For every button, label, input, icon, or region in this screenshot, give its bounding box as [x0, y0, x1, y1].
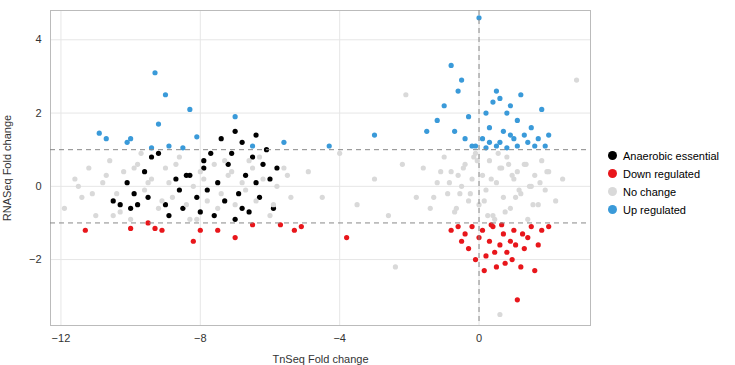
svg-text:0: 0	[476, 332, 482, 344]
html-text:Down regulated: Down regulated	[623, 167, 701, 180]
svg-text:−4: −4	[333, 332, 346, 344]
svg-text:−2: −2	[29, 253, 42, 265]
html-text:No change: No change	[623, 185, 677, 198]
svg-text:4: 4	[35, 33, 41, 45]
svg-text:RNASeq Fold change: RNASeq Fold change	[1, 115, 13, 221]
svg-text:TnSeq Fold change: TnSeq Fold change	[272, 353, 368, 365]
html-text:Up regulated: Up regulated	[623, 203, 686, 216]
html-text:Anaerobic essential: Anaerobic essential	[623, 149, 719, 162]
svg-text:−8: −8	[194, 332, 207, 344]
svg-text:0: 0	[35, 180, 41, 192]
svg-text:−12: −12	[52, 332, 71, 344]
svg-text:2: 2	[35, 107, 41, 119]
